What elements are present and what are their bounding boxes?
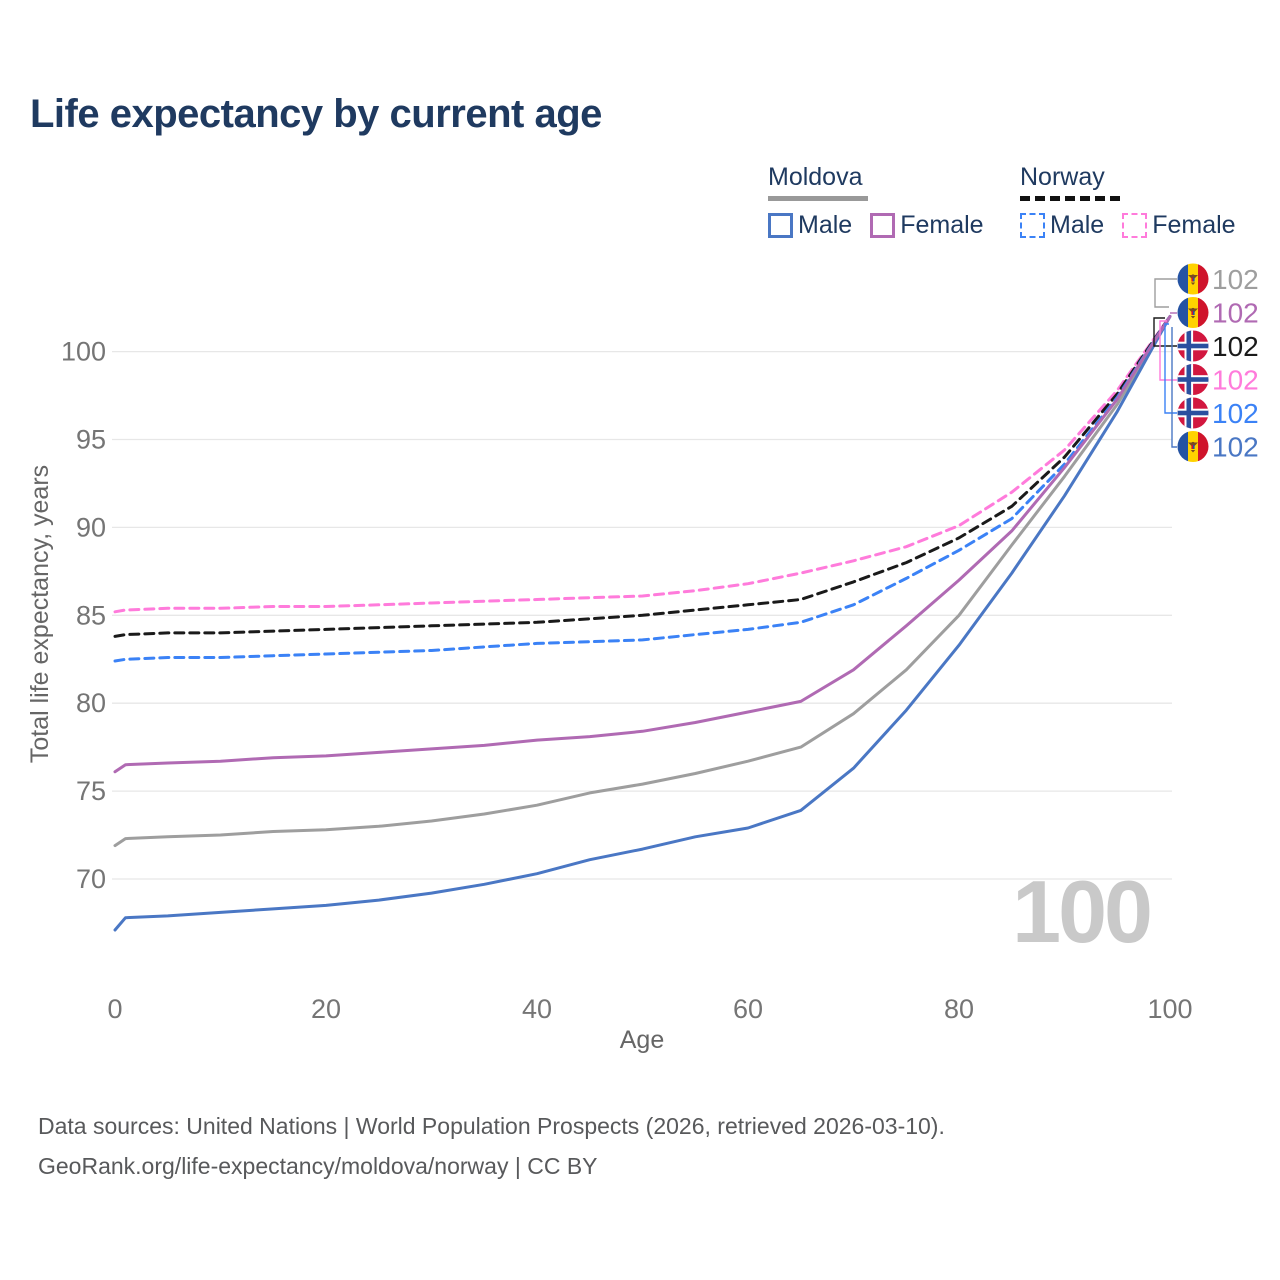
end-label-value: 102 [1212, 398, 1259, 429]
line-moldova-total[interactable] [113, 314, 1172, 848]
moldova-male-label[interactable]: Male [798, 211, 853, 239]
end-label-moldova-total: 102 [1177, 263, 1259, 295]
line-moldova-female[interactable] [113, 314, 1172, 774]
legend-country-moldova-label[interactable]: Moldova [768, 163, 863, 191]
y-tick-label: 70 [76, 864, 106, 894]
moldova-female-label[interactable]: Female [900, 211, 984, 239]
legend-group-norway: Norway Male Female [1020, 163, 1254, 240]
line-moldova-male[interactable] [113, 314, 1172, 932]
x-tick-label: 60 [733, 994, 763, 1024]
end-label-value: 102 [1212, 264, 1259, 295]
end-label-leader [1154, 278, 1177, 308]
legend-group-moldova: Moldova Male Female [768, 163, 1002, 240]
norway-female-swatch[interactable] [1122, 213, 1148, 238]
norway-flag-icon [1177, 330, 1209, 362]
end-label-value: 102 [1212, 331, 1259, 362]
y-axis-title: Total life expectancy, years [26, 465, 54, 763]
y-tick-label: 75 [76, 776, 106, 806]
end-label-value: 102 [1212, 365, 1259, 396]
x-tick-label: 100 [1147, 994, 1192, 1024]
moldova-female-swatch[interactable] [870, 213, 896, 238]
legend: Moldova Male Female Norway Male Female [0, 163, 1280, 243]
end-label-value: 102 [1212, 432, 1259, 463]
moldova-male-swatch[interactable] [768, 213, 793, 238]
end-label-norway-total: 102 [1177, 330, 1259, 362]
y-tick-label: 90 [76, 512, 106, 542]
moldova-flag-icon [1177, 263, 1209, 295]
end-label-value: 102 [1212, 298, 1259, 329]
x-tick-label: 0 [107, 994, 122, 1024]
norway-flag-icon [1177, 397, 1209, 429]
end-label-leader [1159, 320, 1177, 381]
end-label-moldova-male: 102 [1177, 431, 1259, 463]
norway-male-label[interactable]: Male [1050, 211, 1105, 239]
norway-flag-icon [1177, 364, 1209, 395]
x-tick-label: 20 [311, 994, 341, 1024]
age-indicator-watermark: 100 [1012, 862, 1153, 961]
y-tick-label: 85 [76, 600, 106, 630]
norway-female-label[interactable]: Female [1152, 211, 1236, 239]
norway-male-swatch[interactable] [1020, 213, 1045, 238]
end-label-leader [1164, 323, 1177, 414]
footer-attribution-link[interactable]: GeoRank.org/life-expectancy/moldova/norw… [38, 1153, 598, 1179]
legend-country-norway-label[interactable]: Norway [1020, 163, 1105, 191]
line-norway-male[interactable] [113, 314, 1172, 663]
page-title: Life expectancy by current age [30, 92, 602, 136]
line-norway-total[interactable] [113, 314, 1172, 638]
x-axis-title: Age [620, 1026, 664, 1054]
footer-data-sources: Data sources: United Nations | World Pop… [38, 1113, 945, 1139]
y-tick-label: 100 [61, 337, 106, 367]
moldova-flag-icon [1177, 297, 1209, 328]
y-tick-label: 95 [76, 425, 106, 455]
line-norway-female[interactable] [113, 314, 1172, 614]
moldova-flag-icon [1177, 431, 1209, 462]
x-tick-label: 80 [944, 994, 974, 1024]
x-tick-label: 40 [522, 994, 552, 1024]
norway-line-style-sample [1020, 196, 1120, 201]
end-label-leader [1171, 327, 1177, 448]
footer: Data sources: United Nations | World Pop… [38, 1106, 945, 1186]
moldova-line-style-sample [768, 196, 868, 201]
end-label-norway-female: 102 [1177, 364, 1259, 396]
y-tick-label: 80 [76, 688, 106, 718]
end-label-moldova-female: 102 [1177, 297, 1259, 329]
end-label-norway-male: 102 [1177, 397, 1259, 429]
